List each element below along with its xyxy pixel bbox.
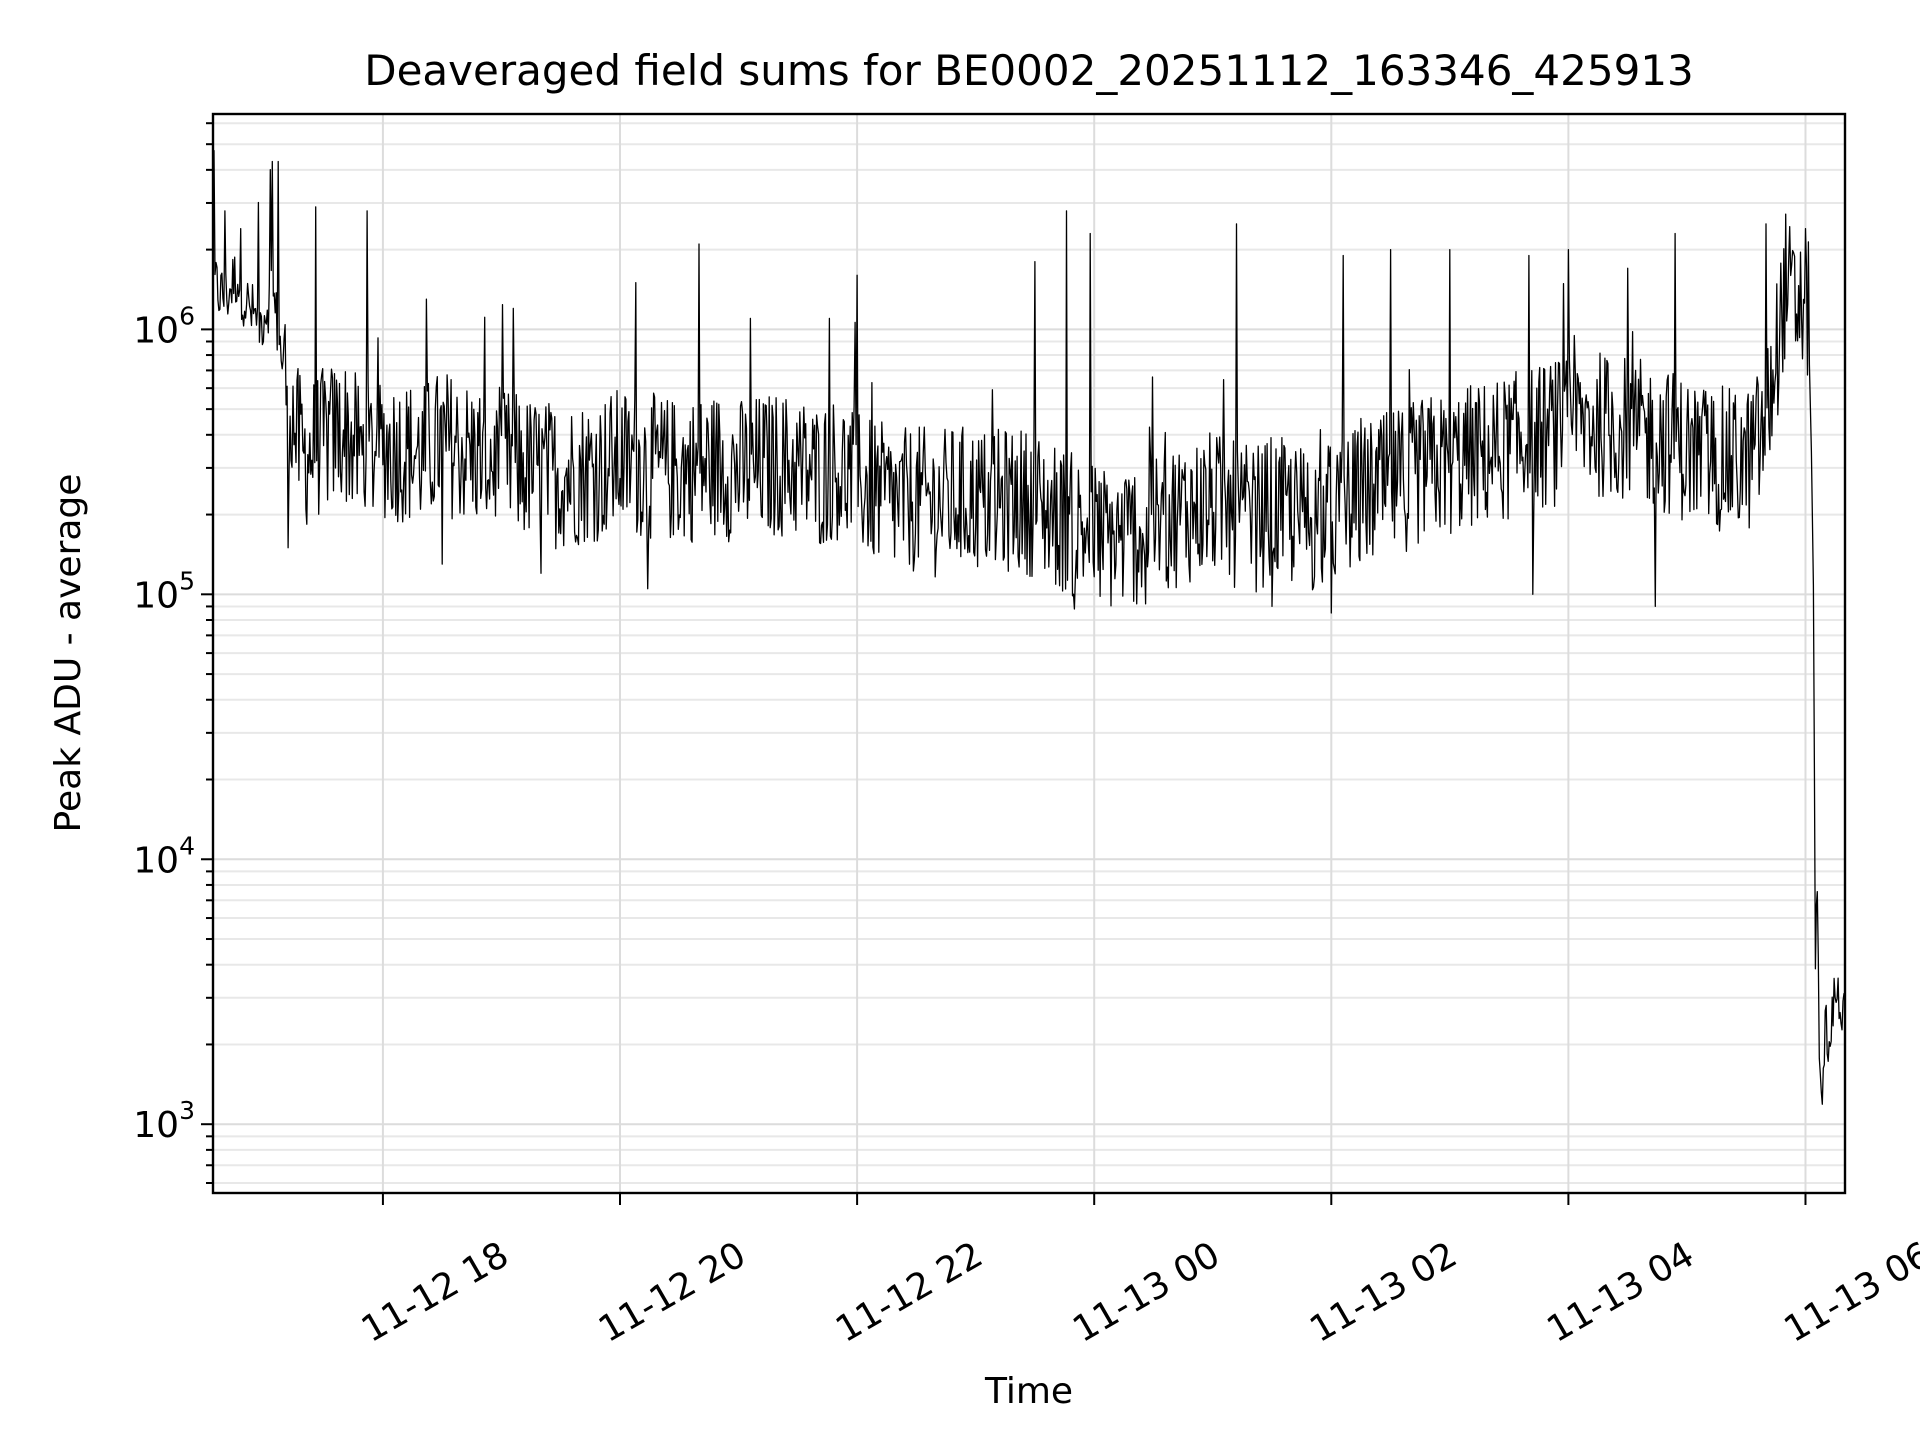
- x-tick-label: 11-12 18: [355, 1234, 516, 1350]
- x-axis: 11-12 18 11-12 20 11-12 22 11-13 00 11-13 02…: [355, 1193, 1920, 1351]
- chart-title: Deaveraged field sums for BE0002_2025111…: [364, 46, 1694, 95]
- y-tick-label: 104: [133, 831, 195, 881]
- x-axis-label: Time: [984, 1371, 1073, 1412]
- x-tick-label: 11-13 02: [1303, 1234, 1464, 1350]
- y-tick-label: 103: [133, 1096, 195, 1146]
- x-tick-label: 11-12 22: [829, 1234, 990, 1350]
- x-tick-label: 11-13 00: [1066, 1234, 1227, 1350]
- grid: [213, 114, 1845, 1193]
- y-tick-label: 105: [133, 566, 195, 616]
- y-tick-label: 106: [133, 301, 195, 351]
- series-line: [212, 149, 1846, 1105]
- series-layer: [212, 149, 1846, 1105]
- x-tick-label: 11-13 06: [1777, 1234, 1920, 1350]
- y-axis-label: Peak ADU - average: [48, 474, 89, 833]
- x-tick-label: 11-13 04: [1540, 1234, 1701, 1350]
- x-tick-label: 11-12 20: [592, 1234, 753, 1350]
- y-axis: 103 104 105 106: [133, 122, 213, 1184]
